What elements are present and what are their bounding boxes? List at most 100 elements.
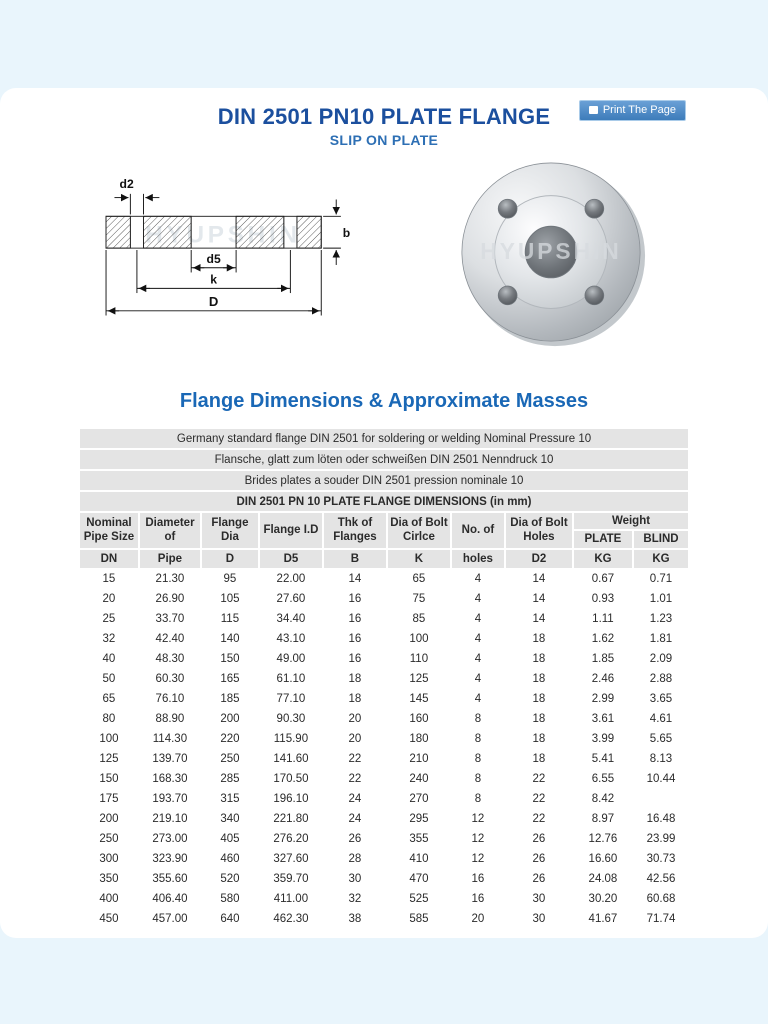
table-cell: 1.81	[633, 629, 689, 648]
table-cell: 2.99	[573, 689, 632, 708]
table-cell: 22	[323, 749, 386, 768]
table-cell: 16	[323, 589, 386, 608]
section-heading: Flange Dimensions & Approximate Masses	[179, 390, 589, 412]
table-cell: 20	[79, 589, 138, 608]
table-cell: 355.60	[139, 869, 200, 888]
table-row: 400 406.40 580 411.00 32 525 16 30 30.20 60.68	[79, 889, 689, 908]
table-cell: 220	[201, 729, 258, 748]
table-cell: 18	[323, 669, 386, 688]
table-row: 450 457.00 640 462.30 38 585 20 30 41.67 71.74	[79, 909, 689, 928]
table-cell: 16	[451, 889, 504, 908]
table-cell: 3.65	[633, 689, 689, 708]
table-cell: 16.48	[633, 809, 689, 828]
table-cell: 8.42	[573, 789, 632, 808]
table-cell: 26	[505, 869, 572, 888]
table-cell: 16	[323, 609, 386, 628]
banner-row-german: Flansche, glatt zum löten oder schweißen…	[79, 450, 689, 469]
table-cell: 5.65	[633, 729, 689, 748]
print-page-button[interactable]: Print The Page	[578, 100, 686, 121]
table-cell: 26	[505, 849, 572, 868]
dimensions-table: Germany standard flange DIN 2501 for sol…	[78, 427, 690, 930]
table-cell: 8	[451, 769, 504, 788]
table-cell: 43.10	[259, 629, 322, 648]
table-row: 125 139.70 250 141.60 22 210 8 18 5.41 8.13	[79, 749, 689, 768]
table-cell: 27.60	[259, 589, 322, 608]
table-cell: 30	[323, 869, 386, 888]
figures-row: HYUPSHIN d2	[0, 158, 768, 366]
table-cell: 405	[201, 829, 258, 848]
table-cell: 20	[323, 729, 386, 748]
table-cell: 185	[201, 689, 258, 708]
table-cell: 250	[79, 829, 138, 848]
table-cell: 250	[201, 749, 258, 768]
table-cell: 18	[505, 729, 572, 748]
table-cell: 21.30	[139, 569, 200, 588]
table-cell: 8.97	[573, 809, 632, 828]
page-subtitle: SLIP ON PLATE	[329, 132, 439, 148]
table-cell: 48.30	[139, 649, 200, 668]
table-cell: 139.70	[139, 749, 200, 768]
table-cell: 4	[451, 649, 504, 668]
table-cell: 24	[323, 809, 386, 828]
table-cell: 125	[387, 669, 450, 688]
table-cell: 26	[323, 829, 386, 848]
table-cell: 15	[79, 569, 138, 588]
table-cell: 457.00	[139, 909, 200, 928]
col-header-plate: PLATE	[573, 531, 632, 548]
table-cell: 580	[201, 889, 258, 908]
table-cell: 49.00	[259, 649, 322, 668]
table-cell: 315	[201, 789, 258, 808]
table-cell: 28	[323, 849, 386, 868]
table-cell: 350	[79, 869, 138, 888]
table-cell: 273.00	[139, 829, 200, 848]
table-cell: 32	[79, 629, 138, 648]
table-cell: 18	[505, 669, 572, 688]
table-cell: 61.10	[259, 669, 322, 688]
table-cell: 16	[323, 649, 386, 668]
table-cell: 42.56	[633, 869, 689, 888]
table-cell: 276.20	[259, 829, 322, 848]
col-header-diameter-of-pipe: Diameter of	[139, 513, 200, 548]
table-cell: 26.90	[139, 589, 200, 608]
col-header-flange-id: Flange I.D	[259, 513, 322, 548]
table-row: 32 42.40 140 43.10 16 100 4 18 1.62 1.81	[79, 629, 689, 648]
table-cell: 8.13	[633, 749, 689, 768]
table-row: 350 355.60 520 359.70 30 470 16 26 24.08 42.56	[79, 869, 689, 888]
table-cell: 8	[451, 789, 504, 808]
col-unit-pipe: Pipe	[139, 549, 200, 568]
table-cell: 4	[451, 669, 504, 688]
table-cell: 165	[201, 669, 258, 688]
table-cell: 2.46	[573, 669, 632, 688]
table-cell: 327.60	[259, 849, 322, 868]
document-page: Print The Page DIN 2501 PN10 PLATE FLANG…	[0, 88, 768, 938]
table-cell: 77.10	[259, 689, 322, 708]
table-cell: 18	[505, 649, 572, 668]
table-cell: 270	[387, 789, 450, 808]
table-row: 15 21.30 95 22.00 14 65 4 14 0.67 0.71	[79, 569, 689, 588]
flange-dimension-diagram: HYUPSHIN d2	[105, 177, 350, 316]
table-cell: 12	[451, 849, 504, 868]
table-row: 20 26.90 105 27.60 16 75 4 14 0.93 1.01	[79, 589, 689, 608]
header-row-units: DN Pipe D D5 B K holes D2 KG KG	[79, 549, 689, 568]
table-cell: 525	[387, 889, 450, 908]
table-cell: 115.90	[259, 729, 322, 748]
table-cell: 88.90	[139, 709, 200, 728]
dimension-D	[105, 250, 322, 316]
table-cell: 25	[79, 609, 138, 628]
table-cell: 2.88	[633, 669, 689, 688]
dimension-d2	[114, 193, 160, 215]
table-cell: 125	[79, 749, 138, 768]
table-cell: 38	[323, 909, 386, 928]
dimension-b	[323, 199, 341, 265]
table-cell: 14	[505, 569, 572, 588]
print-button-label: Print The Page	[602, 104, 676, 116]
table-cell: 80	[79, 709, 138, 728]
table-cell: 0.93	[573, 589, 632, 608]
col-header-nominal-pipe-size: Nominal Pipe Size	[79, 513, 138, 548]
table-cell: 410	[387, 849, 450, 868]
flange-cross-section	[105, 215, 322, 249]
table-body: 15 21.30 95 22.00 14 65 4 14 0.67 0.71 20 26.90 105 2…	[79, 569, 689, 928]
table-cell: 95	[201, 569, 258, 588]
table-cell: 0.71	[633, 569, 689, 588]
col-unit-d: D	[201, 549, 258, 568]
